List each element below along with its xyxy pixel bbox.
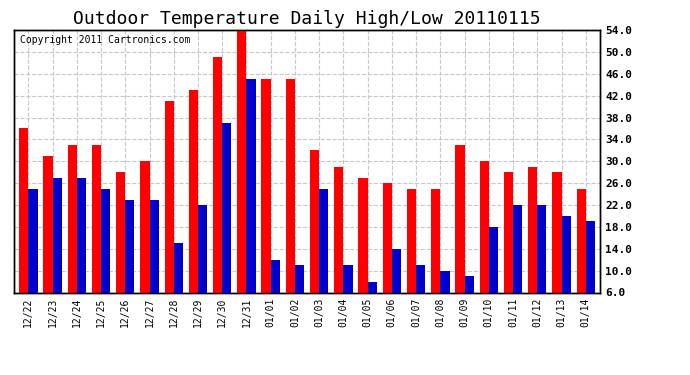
Bar xyxy=(77,178,86,326)
Bar xyxy=(140,161,150,326)
Bar xyxy=(189,90,198,326)
Bar xyxy=(198,205,207,326)
Bar xyxy=(562,216,571,326)
Bar xyxy=(504,172,513,326)
Title: Outdoor Temperature Daily High/Low 20110115: Outdoor Temperature Daily High/Low 20110… xyxy=(73,10,541,28)
Bar xyxy=(489,227,498,326)
Bar xyxy=(319,189,328,326)
Bar xyxy=(392,249,401,326)
Bar xyxy=(116,172,126,326)
Bar xyxy=(213,57,222,326)
Bar xyxy=(480,161,489,326)
Bar xyxy=(383,183,392,326)
Bar xyxy=(538,205,546,326)
Bar xyxy=(431,189,440,326)
Bar xyxy=(334,167,344,326)
Bar xyxy=(237,30,246,326)
Bar xyxy=(222,123,231,326)
Bar xyxy=(28,189,37,326)
Text: Copyright 2011 Cartronics.com: Copyright 2011 Cartronics.com xyxy=(19,35,190,45)
Bar xyxy=(150,200,159,326)
Bar xyxy=(43,156,52,326)
Bar xyxy=(440,271,450,326)
Bar xyxy=(126,200,135,326)
Bar xyxy=(577,189,586,326)
Bar xyxy=(270,260,280,326)
Bar xyxy=(464,276,474,326)
Bar xyxy=(52,178,62,326)
Bar xyxy=(68,145,77,326)
Bar xyxy=(19,128,28,326)
Bar xyxy=(528,167,538,326)
Bar xyxy=(295,265,304,326)
Bar xyxy=(101,189,110,326)
Bar xyxy=(246,79,256,326)
Bar xyxy=(455,145,464,326)
Bar xyxy=(310,150,319,326)
Bar xyxy=(262,79,270,326)
Bar xyxy=(368,282,377,326)
Bar xyxy=(344,265,353,326)
Bar xyxy=(286,79,295,326)
Bar xyxy=(164,101,174,326)
Bar xyxy=(174,243,183,326)
Bar xyxy=(513,205,522,326)
Bar xyxy=(407,189,416,326)
Bar xyxy=(586,221,595,326)
Bar xyxy=(416,265,425,326)
Bar xyxy=(552,172,562,326)
Bar xyxy=(358,178,368,326)
Bar xyxy=(92,145,101,326)
